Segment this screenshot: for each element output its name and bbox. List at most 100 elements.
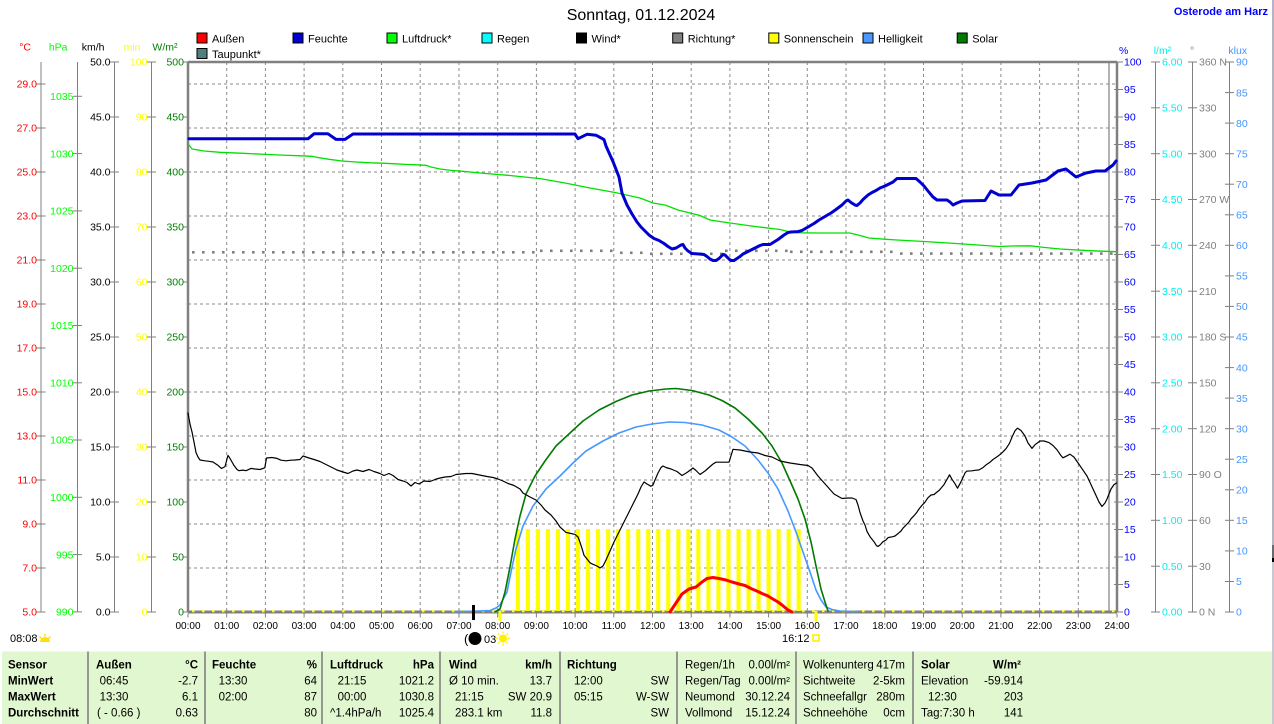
svg-text:0.00l/m²: 0.00l/m² [748, 676, 790, 688]
svg-text:08:00: 08:00 [485, 621, 510, 632]
svg-text:400: 400 [166, 167, 184, 179]
svg-text:02:00: 02:00 [219, 692, 248, 704]
svg-text:4.50: 4.50 [1162, 194, 1183, 206]
svg-text:19:00: 19:00 [911, 621, 936, 632]
svg-text:12:00: 12:00 [640, 621, 665, 632]
svg-text:45.0: 45.0 [90, 112, 111, 124]
svg-text:Regen/Tag: Regen/Tag [685, 676, 741, 688]
svg-text:70: 70 [1124, 222, 1136, 234]
svg-text:06:00: 06:00 [408, 621, 433, 632]
svg-text:16:12: 16:12 [782, 633, 810, 645]
svg-text:60: 60 [136, 277, 148, 289]
svg-text:Elevation: Elevation [921, 676, 968, 688]
svg-text:10: 10 [136, 552, 148, 564]
svg-text:06:45: 06:45 [100, 676, 129, 688]
svg-text:21.0: 21.0 [17, 255, 38, 267]
svg-text:50: 50 [1124, 332, 1136, 344]
svg-text:3.00: 3.00 [1162, 332, 1183, 344]
svg-text:300: 300 [1199, 148, 1217, 160]
svg-text:6.00: 6.00 [1162, 57, 1183, 69]
svg-text:( - 0.66 ): ( - 0.66 ) [97, 708, 141, 720]
svg-text:85: 85 [1236, 87, 1248, 99]
svg-text:990: 990 [56, 607, 74, 619]
svg-text:hPa: hPa [49, 42, 68, 54]
svg-text:80: 80 [304, 708, 317, 720]
svg-text:Neumond: Neumond [685, 692, 735, 704]
svg-text:°C: °C [185, 660, 198, 672]
svg-text:25: 25 [1124, 469, 1136, 481]
svg-text:15.12.24: 15.12.24 [745, 708, 790, 720]
svg-text:2-5km: 2-5km [873, 676, 905, 688]
svg-text:0 N: 0 N [1199, 607, 1215, 619]
svg-text:70: 70 [1236, 179, 1248, 191]
svg-text:Vollmond: Vollmond [685, 708, 732, 720]
svg-text:0cm: 0cm [883, 708, 905, 720]
svg-text:35: 35 [1124, 414, 1136, 426]
svg-text:Luftdruck*: Luftdruck* [402, 34, 452, 46]
svg-text:30: 30 [1236, 423, 1248, 435]
svg-text:°C: °C [19, 42, 31, 54]
svg-text:Feuchte: Feuchte [212, 660, 256, 672]
svg-text:1020: 1020 [50, 263, 74, 275]
svg-text:Solar: Solar [921, 660, 950, 672]
svg-text:Helligkeit: Helligkeit [878, 34, 923, 46]
svg-text:20: 20 [1124, 497, 1136, 509]
svg-text:Durchschnitt: Durchschnitt [8, 708, 79, 720]
svg-text:1025.4: 1025.4 [399, 708, 435, 720]
svg-text:120: 120 [1199, 423, 1217, 435]
svg-text:25.0: 25.0 [90, 332, 111, 344]
svg-text:45: 45 [1124, 359, 1136, 371]
svg-text:50: 50 [172, 552, 184, 564]
svg-text:60: 60 [1236, 240, 1248, 252]
svg-text:05:00: 05:00 [369, 621, 394, 632]
svg-text:Ø 10 min.: Ø 10 min. [449, 676, 499, 688]
svg-text:90: 90 [1236, 57, 1248, 69]
svg-text:min: min [124, 42, 141, 54]
svg-text:1005: 1005 [50, 435, 74, 447]
svg-text:360 N: 360 N [1199, 57, 1227, 69]
svg-text:95: 95 [1124, 84, 1136, 96]
svg-text:^1.4hPa/h: ^1.4hPa/h [330, 708, 381, 720]
svg-text:9.0: 9.0 [22, 519, 37, 531]
svg-text:1010: 1010 [50, 377, 74, 389]
svg-text:°: ° [1190, 45, 1194, 57]
svg-text:19.0: 19.0 [17, 299, 38, 311]
svg-text:MinWert: MinWert [8, 676, 53, 688]
svg-text:203: 203 [1004, 692, 1023, 704]
svg-text:30: 30 [136, 442, 148, 454]
svg-text:17:00: 17:00 [833, 621, 858, 632]
svg-text:03:00: 03:00 [292, 621, 317, 632]
svg-text:W/m²: W/m² [152, 42, 178, 54]
svg-text:300: 300 [166, 277, 184, 289]
svg-text:15: 15 [1236, 515, 1248, 527]
svg-text:40: 40 [136, 387, 148, 399]
svg-text:16:00: 16:00 [795, 621, 820, 632]
svg-text:13:30: 13:30 [219, 676, 248, 688]
svg-text:Luftdruck: Luftdruck [330, 660, 384, 672]
svg-text:10: 10 [1236, 546, 1248, 558]
svg-text:Regen/1h: Regen/1h [685, 660, 735, 672]
svg-text:Solar: Solar [972, 34, 998, 46]
svg-text:60: 60 [1124, 277, 1136, 289]
svg-text:40: 40 [1124, 387, 1136, 399]
svg-text:km/h: km/h [82, 42, 105, 54]
svg-text:1025: 1025 [50, 206, 74, 218]
svg-text:4.00: 4.00 [1162, 240, 1183, 252]
svg-text:22:00: 22:00 [1027, 621, 1052, 632]
svg-text:12:30: 12:30 [928, 692, 957, 704]
svg-text:Außen: Außen [212, 34, 244, 46]
svg-text:Wind*: Wind* [592, 34, 622, 46]
svg-text:01:00: 01:00 [214, 621, 239, 632]
svg-text:-59.914: -59.914 [984, 676, 1024, 688]
svg-text:1.50: 1.50 [1162, 469, 1183, 481]
svg-text:0.00: 0.00 [1162, 607, 1183, 619]
svg-text:Osterode am Harz: Osterode am Harz [1174, 6, 1269, 18]
svg-text:100: 100 [1124, 57, 1142, 69]
svg-text:02:00: 02:00 [253, 621, 278, 632]
svg-text:141: 141 [1004, 708, 1023, 720]
svg-text:70: 70 [136, 222, 148, 234]
svg-text:SW 20.9: SW 20.9 [508, 692, 552, 704]
svg-text:20.0: 20.0 [90, 387, 111, 399]
svg-text:00:00: 00:00 [175, 621, 200, 632]
svg-text:75: 75 [1236, 148, 1248, 160]
